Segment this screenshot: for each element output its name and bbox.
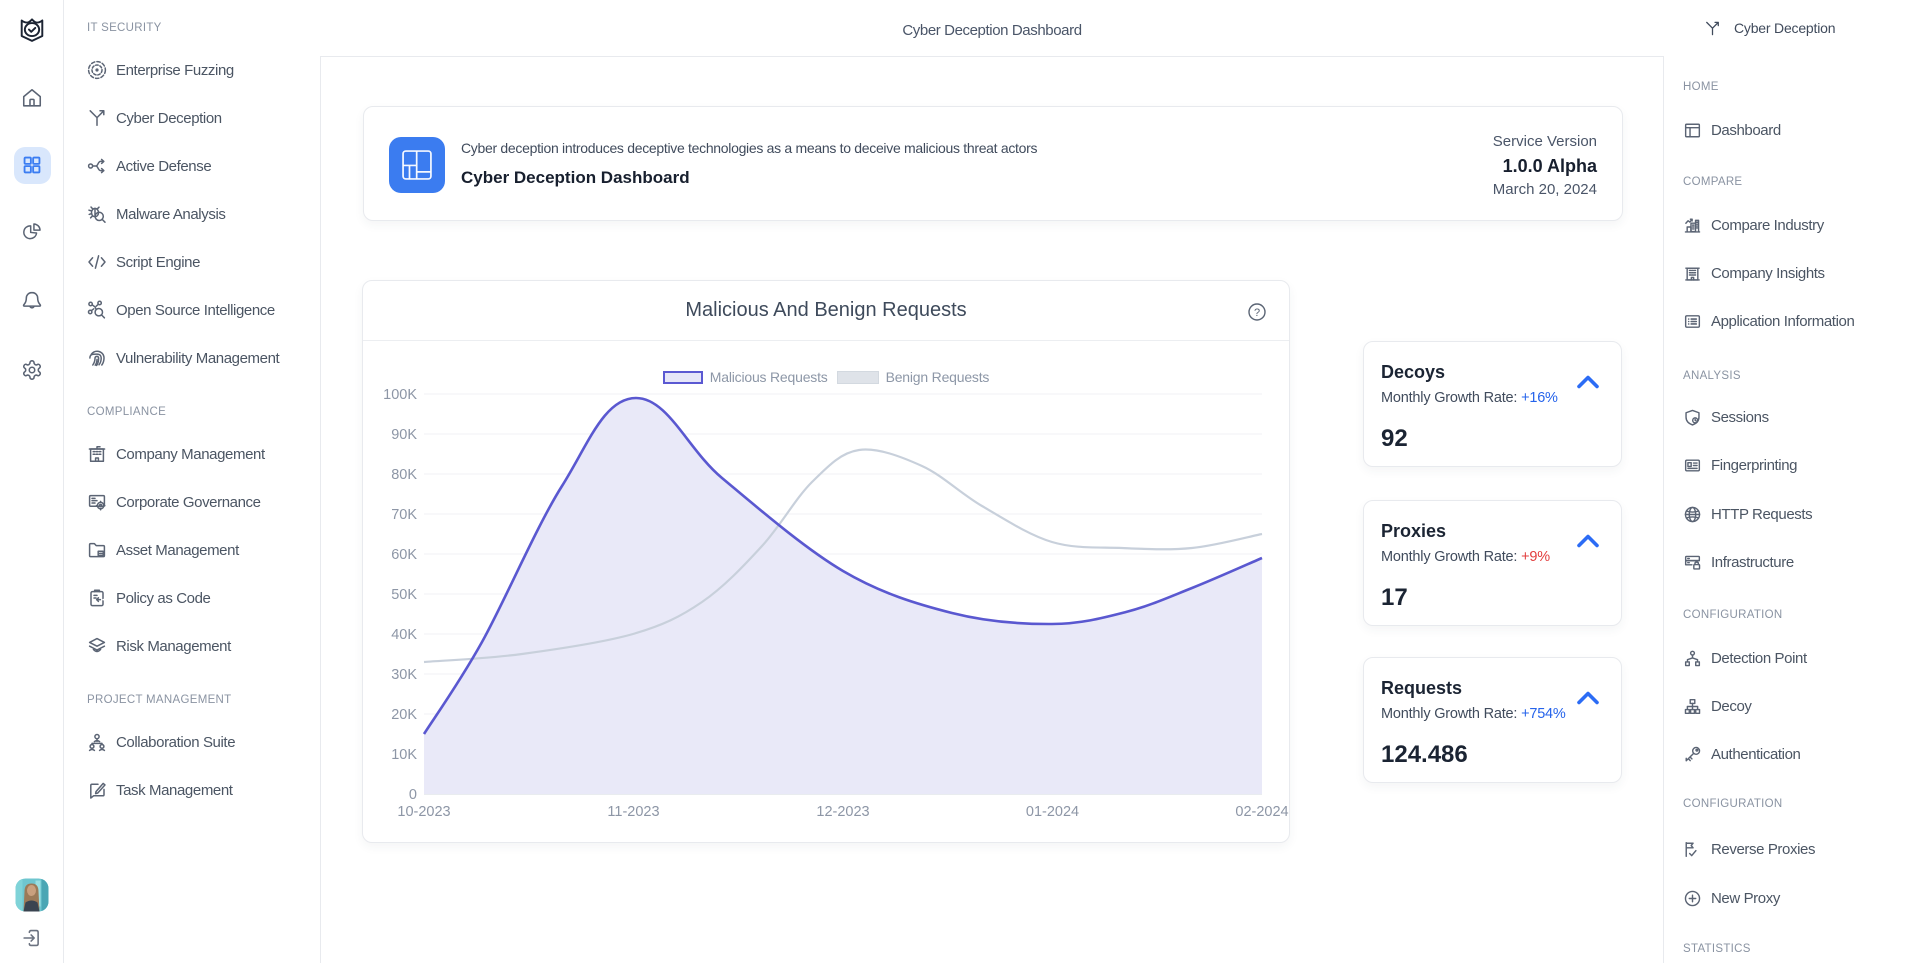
svg-text:60K: 60K [391, 547, 417, 563]
svg-text:70K: 70K [391, 507, 417, 523]
svg-text:01-2024: 01-2024 [1026, 804, 1079, 820]
svg-text:11-2023: 11-2023 [607, 804, 659, 820]
svg-text:20K: 20K [391, 707, 417, 723]
svg-text:40K: 40K [391, 627, 417, 643]
svg-text:12-2023: 12-2023 [816, 804, 869, 820]
svg-text:100K: 100K [383, 387, 417, 403]
svg-text:30K: 30K [391, 667, 417, 683]
svg-text:?: ? [1254, 307, 1260, 319]
svg-text:80K: 80K [391, 467, 417, 483]
svg-text:90K: 90K [391, 427, 417, 443]
svg-text:10-2023: 10-2023 [397, 804, 450, 820]
svg-text:0: 0 [409, 787, 417, 803]
svg-text:50K: 50K [391, 587, 417, 603]
svg-text:02-2024: 02-2024 [1235, 804, 1288, 820]
svg-text:10K: 10K [391, 747, 417, 763]
